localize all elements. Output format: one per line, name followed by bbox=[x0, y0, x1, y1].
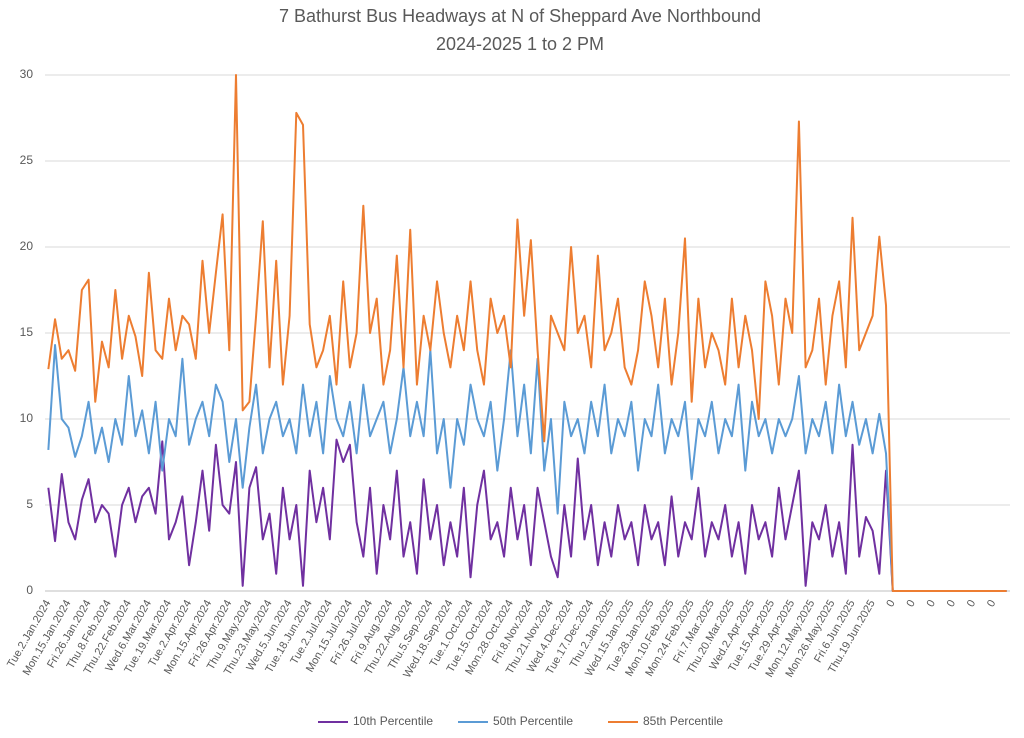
x-tick-label: 0 bbox=[884, 598, 897, 609]
y-tick-label: 0 bbox=[26, 583, 33, 597]
y-tick-label: 15 bbox=[20, 325, 34, 339]
legend-label: 10th Percentile bbox=[353, 714, 433, 728]
series-line bbox=[47, 438, 1007, 592]
y-tick-label: 30 bbox=[20, 67, 34, 81]
y-tick-label: 20 bbox=[20, 239, 34, 253]
x-tick-label: 0 bbox=[945, 598, 958, 609]
legend-label: 85th Percentile bbox=[643, 714, 723, 728]
chart-title: 7 Bathurst Bus Headways at N of Sheppard… bbox=[279, 6, 761, 26]
y-tick-label: 25 bbox=[20, 153, 34, 167]
y-tick-label: 10 bbox=[20, 411, 34, 425]
chart-subtitle: 2024-2025 1 to 2 PM bbox=[436, 34, 604, 54]
legend-label: 50th Percentile bbox=[493, 714, 573, 728]
x-tick-label: 0 bbox=[904, 598, 917, 609]
x-tick-label: 0 bbox=[965, 598, 978, 609]
x-tick-label: 0 bbox=[925, 598, 938, 609]
y-tick-label: 5 bbox=[26, 497, 33, 511]
x-tick-label: 0 bbox=[985, 598, 998, 609]
series-line bbox=[47, 74, 1007, 592]
series-line bbox=[47, 344, 1007, 592]
